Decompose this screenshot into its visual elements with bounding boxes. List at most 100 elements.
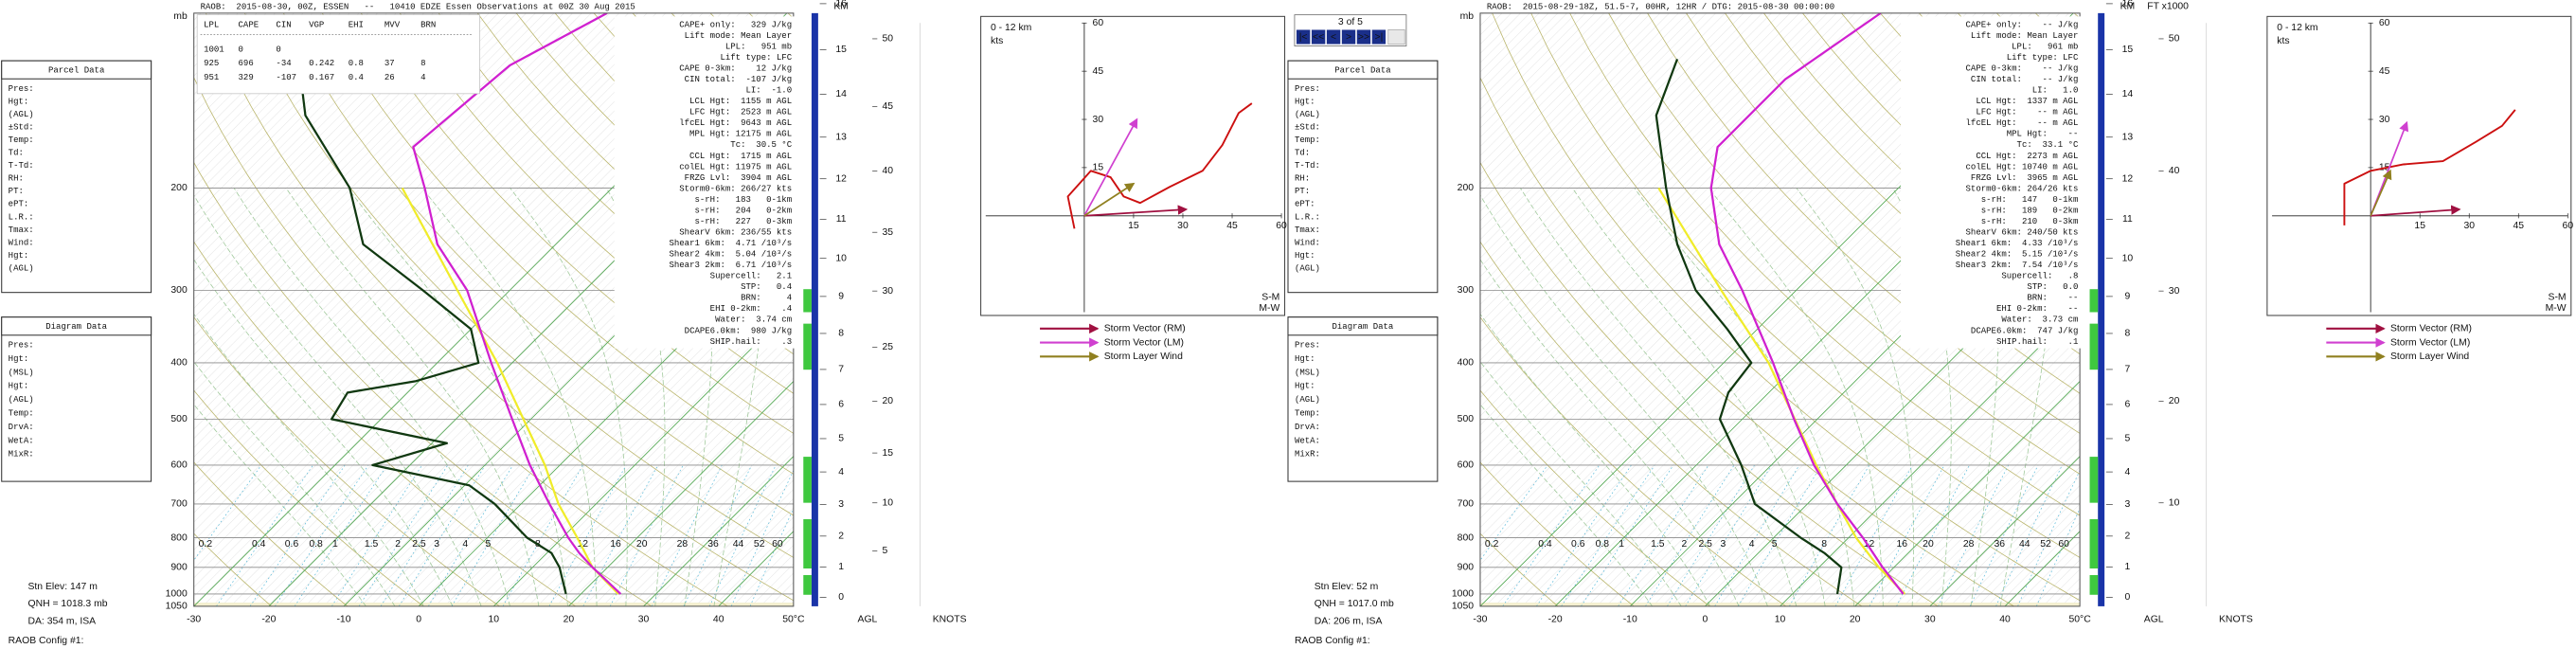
- index-line: BRN: 4: [741, 293, 792, 303]
- height-column-bar: [2098, 12, 2105, 606]
- index-line: Shear1 6km: 4.33 /10³/s: [1956, 238, 2079, 248]
- mixing-ratio-label: 1: [332, 539, 338, 550]
- mixing-ratio-label: 60: [2058, 539, 2069, 550]
- moist-adiabat: [1479, 404, 1653, 606]
- parcel_data-field: RH:: [1295, 173, 1310, 184]
- moist-adiabat: [421, 188, 598, 606]
- y-tick-label: 600: [1458, 460, 1475, 471]
- diagram_data-field: DrvA:: [9, 422, 34, 432]
- pager-button-label[interactable]: <: [1331, 32, 1336, 43]
- storm-vector: [1083, 182, 1136, 217]
- km-tick-label: 6: [2125, 400, 2131, 410]
- parcel_data-field: PT:: [9, 186, 24, 196]
- mixing-ratio-label: 2: [395, 539, 401, 550]
- index-line: colEL Hgt: 11975 m AGL: [679, 161, 792, 171]
- parcel_data-box: [1, 60, 152, 294]
- index-line: Lift type: LFC: [720, 52, 792, 63]
- mixing-ratio-line: [1969, 464, 2039, 606]
- pager-button[interactable]: [1371, 28, 1386, 45]
- hodograph-box: [980, 15, 1286, 316]
- dry-adiabat: [244, 12, 794, 558]
- surface-band: [1479, 603, 2081, 606]
- pager-button-label[interactable]: >|: [1375, 32, 1384, 43]
- table-cell: 0: [239, 44, 243, 54]
- ft-tick-label: 20: [2169, 396, 2180, 406]
- parcel_data-field: (AGL): [1295, 109, 1320, 119]
- pager-button-label[interactable]: >: [1346, 32, 1351, 43]
- ft-tick-label: 45: [883, 101, 894, 112]
- mixing-ratio-label: 4: [1749, 539, 1755, 550]
- mixing-ratio-label: 36: [1995, 539, 2006, 550]
- profile-line: [412, 12, 622, 595]
- y-tick-label: 700: [1458, 499, 1475, 510]
- index-line: CAPE 0-3km: 12 J/kg: [679, 63, 792, 74]
- km-tick-label: 11: [2122, 214, 2133, 225]
- profile-line: [1709, 12, 1905, 595]
- index-line: s-rH: 210 0-3km: [1981, 216, 2079, 226]
- moist-adiabat: [348, 188, 568, 606]
- index-line: MPL Hgt: 12175 m AGL: [689, 129, 792, 139]
- index-line: Shear3 2km: 6.71 /10³/s: [669, 260, 792, 270]
- index-line: Supercell: 2.1: [710, 271, 792, 281]
- pager-button-label[interactable]: >>: [1358, 32, 1369, 43]
- mixing-ratio-label: 2.5: [1699, 539, 1713, 550]
- diagram_data-field: Hgt:: [1295, 381, 1315, 391]
- mixing-ratio-label: 16: [1897, 539, 1908, 550]
- pager-button[interactable]: [1296, 28, 1311, 45]
- table-header: LPL: [204, 19, 219, 29]
- index-line: CIN total: -- J/kg: [1971, 74, 2078, 84]
- moist-adiabat: [1708, 188, 1884, 606]
- x-tick-label: 30: [1924, 615, 1936, 625]
- km-tick-label: 12: [835, 173, 847, 184]
- x-tick-label: 40: [1999, 615, 2011, 625]
- pager-button-label[interactable]: <<: [1313, 32, 1324, 43]
- hodograph-mw-label: M-W: [1259, 303, 1279, 314]
- mixing-ratio-line: [1645, 464, 1735, 606]
- y-tick-label: 800: [1458, 532, 1475, 543]
- diagram_data-title-box: [1, 316, 152, 336]
- diagram_data-field: WetA:: [1295, 435, 1320, 445]
- mixing-ratio-label: 52: [2040, 539, 2051, 550]
- height-column-block: [803, 519, 812, 569]
- diagram_data-field: MixR:: [9, 449, 34, 460]
- index-line: CAPE 0-3km: -- J/kg: [1966, 63, 2079, 74]
- pager-button-label[interactable]: |<: [1299, 32, 1308, 43]
- pager-icon[interactable]: [1387, 28, 1405, 45]
- dry-adiabat: [399, 12, 794, 394]
- hodograph-y-tick-label: 30: [1093, 115, 1104, 125]
- mixing-ratio-line: [548, 464, 627, 606]
- surface-band: [193, 603, 794, 606]
- mixing-ratio-label: 12: [1864, 539, 1875, 550]
- legend-label: Storm Layer Wind: [2390, 352, 2469, 362]
- moist-adiabat: [233, 188, 510, 606]
- mixing-ratio-line: [2017, 469, 2081, 606]
- y-tick-label: 1050: [1452, 602, 1474, 612]
- station-info: Stn Elev: 52 m: [1315, 582, 1379, 592]
- diagram_data-box: [1, 316, 152, 482]
- index-line: s-rH: 183 0-1km: [694, 194, 792, 205]
- pager-button[interactable]: [1326, 28, 1341, 45]
- index-line: Supercell: .8: [2001, 271, 2078, 281]
- table-cell: 4: [420, 72, 425, 82]
- index-line: SHIP.hail: .3: [710, 336, 792, 347]
- legend-label: Storm Vector (LM): [1104, 337, 1184, 348]
- ft-tick-label: 40: [883, 166, 894, 176]
- table-cell: 0.4: [349, 72, 364, 82]
- table-header: CAPE: [239, 19, 259, 29]
- mixing-ratio-label: 12: [577, 539, 588, 550]
- pager-button[interactable]: [1356, 28, 1371, 45]
- index-line: STP: 0.4: [741, 281, 792, 292]
- height-column-bar: [811, 12, 818, 606]
- diagram_data-field: Hgt:: [9, 353, 29, 364]
- hodograph-x-tick-label: 45: [2513, 221, 2525, 231]
- index-line: CIN total: -107 J/kg: [685, 74, 792, 84]
- y-tick-label: 400: [170, 358, 188, 369]
- table-cell: 925: [204, 58, 219, 68]
- km-tick-label: 4: [838, 467, 844, 478]
- parcel_data-title: Parcel Data: [1334, 65, 1391, 76]
- pager-button[interactable]: [1311, 28, 1326, 45]
- pager-button[interactable]: [1341, 28, 1356, 45]
- diagram_data-field: Pres:: [9, 340, 34, 351]
- mixing-ratio-line: [1479, 464, 1548, 562]
- moist-adiabat: [1999, 188, 2060, 606]
